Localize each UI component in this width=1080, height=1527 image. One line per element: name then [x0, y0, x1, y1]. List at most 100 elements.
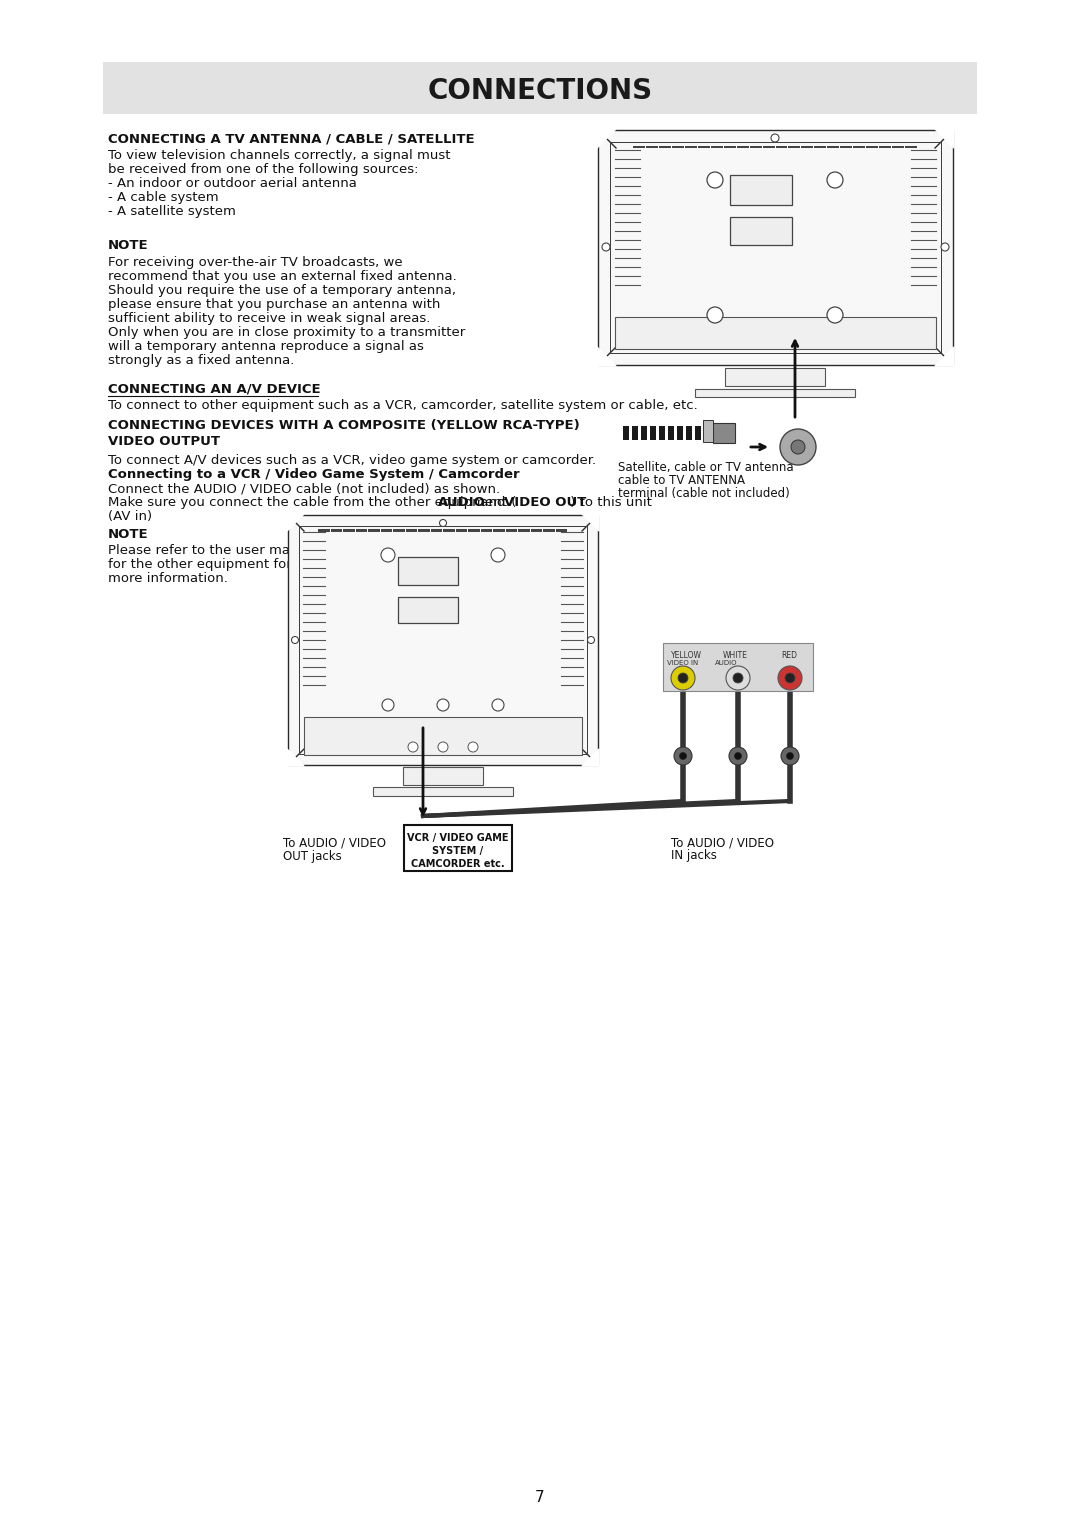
Text: cable to TV ANTENNA: cable to TV ANTENNA: [618, 473, 745, 487]
Text: VIDEO OUTPUT: VIDEO OUTPUT: [108, 435, 220, 447]
Text: - A cable system: - A cable system: [108, 191, 218, 205]
Bar: [431, 528, 442, 531]
Bar: [399, 597, 458, 623]
Bar: [318, 528, 329, 531]
Circle shape: [588, 637, 594, 643]
Text: ) to this unit: ) to this unit: [566, 496, 652, 508]
Bar: [343, 528, 354, 531]
Text: To connect to other equipment such as a VCR, camcorder, satellite system or cabl: To connect to other equipment such as a …: [108, 399, 698, 412]
Bar: [696, 426, 701, 440]
Bar: [879, 147, 891, 148]
Bar: [299, 525, 588, 754]
Circle shape: [381, 548, 395, 562]
Bar: [905, 147, 917, 148]
Bar: [788, 147, 800, 148]
Bar: [368, 528, 379, 531]
Text: For receiving over-the-air TV broadcasts, we: For receiving over-the-air TV broadcasts…: [108, 257, 403, 269]
Bar: [725, 368, 825, 386]
Bar: [775, 147, 787, 148]
Bar: [288, 515, 598, 765]
Text: strongly as a fixed antenna.: strongly as a fixed antenna.: [108, 354, 295, 366]
Bar: [399, 557, 458, 585]
Text: recommend that you use an external fixed antenna.: recommend that you use an external fixed…: [108, 270, 457, 282]
Bar: [373, 786, 513, 796]
Circle shape: [602, 243, 610, 250]
Bar: [481, 528, 492, 531]
Text: terminal (cable not included): terminal (cable not included): [618, 487, 789, 499]
Circle shape: [491, 548, 505, 562]
Bar: [632, 426, 638, 440]
Text: Should you require the use of a temporary antenna,: Should you require the use of a temporar…: [108, 284, 456, 296]
Polygon shape: [597, 128, 616, 148]
Bar: [711, 147, 723, 148]
Circle shape: [726, 666, 750, 690]
Bar: [672, 147, 684, 148]
Bar: [646, 147, 658, 148]
Bar: [443, 528, 455, 531]
Text: YELLOW: YELLOW: [671, 651, 702, 660]
Bar: [686, 426, 692, 440]
Text: AUDIO: AUDIO: [438, 496, 486, 508]
Bar: [505, 528, 517, 531]
Bar: [696, 389, 855, 397]
Circle shape: [733, 673, 743, 683]
Text: 7: 7: [536, 1490, 544, 1506]
Bar: [468, 528, 480, 531]
Bar: [827, 147, 839, 148]
Bar: [659, 426, 665, 440]
Bar: [866, 147, 878, 148]
Bar: [543, 528, 554, 531]
Bar: [303, 718, 582, 754]
Bar: [456, 528, 467, 531]
Bar: [633, 147, 645, 148]
Text: VCR / VIDEO GAME: VCR / VIDEO GAME: [407, 834, 509, 843]
Circle shape: [827, 173, 843, 188]
Circle shape: [827, 307, 843, 324]
Text: will a temporary antenna reproduce a signal as: will a temporary antenna reproduce a sig…: [108, 341, 423, 353]
Bar: [355, 528, 367, 531]
Bar: [642, 426, 647, 440]
Polygon shape: [287, 750, 303, 767]
Circle shape: [674, 747, 692, 765]
Bar: [669, 426, 674, 440]
Circle shape: [729, 747, 747, 765]
Text: more information.: more information.: [108, 573, 228, 585]
Text: Satellite, cable or TV antenna: Satellite, cable or TV antenna: [618, 461, 794, 473]
Bar: [623, 426, 629, 440]
Circle shape: [734, 753, 742, 759]
Bar: [393, 528, 405, 531]
Circle shape: [707, 307, 723, 324]
Bar: [730, 217, 792, 244]
Text: please ensure that you purchase an antenna with: please ensure that you purchase an anten…: [108, 298, 441, 312]
Circle shape: [492, 699, 504, 712]
Text: CAMCORDER etc.: CAMCORDER etc.: [411, 860, 504, 869]
Bar: [530, 528, 542, 531]
Text: AUDIO: AUDIO: [715, 660, 738, 666]
Text: CONNECTING AN A/V DEVICE: CONNECTING AN A/V DEVICE: [108, 383, 321, 395]
Bar: [685, 147, 697, 148]
Text: Connecting to a VCR / Video Game System / Camcorder: Connecting to a VCR / Video Game System …: [108, 467, 519, 481]
Circle shape: [437, 699, 449, 712]
Text: and: and: [476, 496, 510, 508]
Circle shape: [678, 673, 688, 683]
Text: To connect A/V devices such as a VCR, video game system or camcorder.: To connect A/V devices such as a VCR, vi…: [108, 454, 596, 467]
Text: VIDEO IN: VIDEO IN: [667, 660, 699, 666]
Polygon shape: [582, 750, 599, 767]
Circle shape: [791, 440, 805, 454]
Bar: [801, 147, 813, 148]
Circle shape: [780, 429, 816, 466]
Bar: [598, 130, 953, 365]
Text: To AUDIO / VIDEO: To AUDIO / VIDEO: [283, 837, 386, 851]
Bar: [659, 147, 671, 148]
Text: NOTE: NOTE: [108, 240, 149, 252]
Text: OUT jacks: OUT jacks: [283, 851, 341, 863]
Polygon shape: [935, 347, 954, 366]
Bar: [677, 426, 683, 440]
Circle shape: [292, 637, 298, 643]
Text: for the other equipment for: for the other equipment for: [108, 557, 292, 571]
Circle shape: [438, 742, 448, 751]
Text: IN jacks: IN jacks: [671, 849, 717, 863]
Bar: [418, 528, 430, 531]
Polygon shape: [597, 347, 616, 366]
Bar: [730, 176, 792, 205]
